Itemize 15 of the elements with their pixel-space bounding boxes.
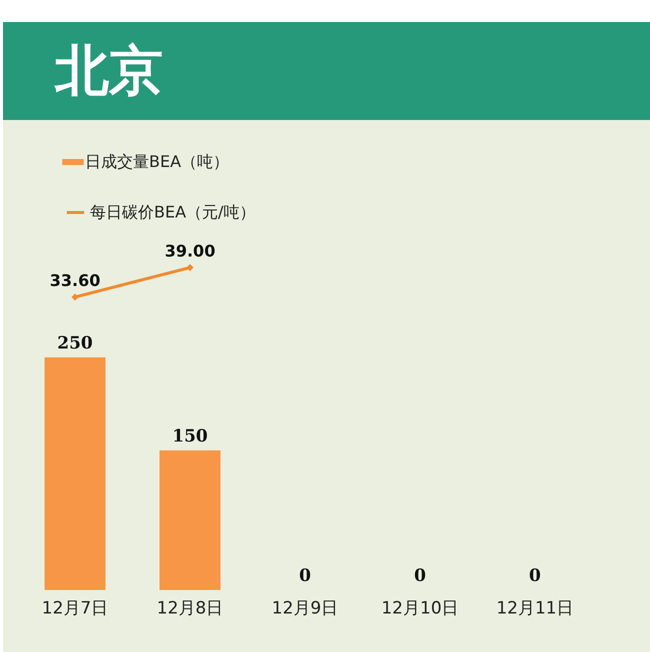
x-tick-label: 12月10日 [381,598,459,618]
legend-label: 每日碳价BEA（元/吨） [90,202,256,222]
data-label: 0 [299,566,312,586]
legend-label: 日成交量BEA（吨） [85,152,230,171]
data-label: 0 [529,566,542,586]
x-tick-label: 12月11日 [496,598,574,618]
chart-title: 北京 [3,22,650,120]
data-label: 250 [57,333,93,354]
x-tick-label: 12月7日 [42,598,108,618]
data-label: 150 [172,426,208,446]
x-tick-label: 12月8日 [156,598,224,618]
data-label: 33.60 [50,271,100,290]
data-label: 39.00 [164,242,216,261]
x-tick-label: 12月9日 [272,598,338,618]
data-label: 0 [414,566,426,586]
